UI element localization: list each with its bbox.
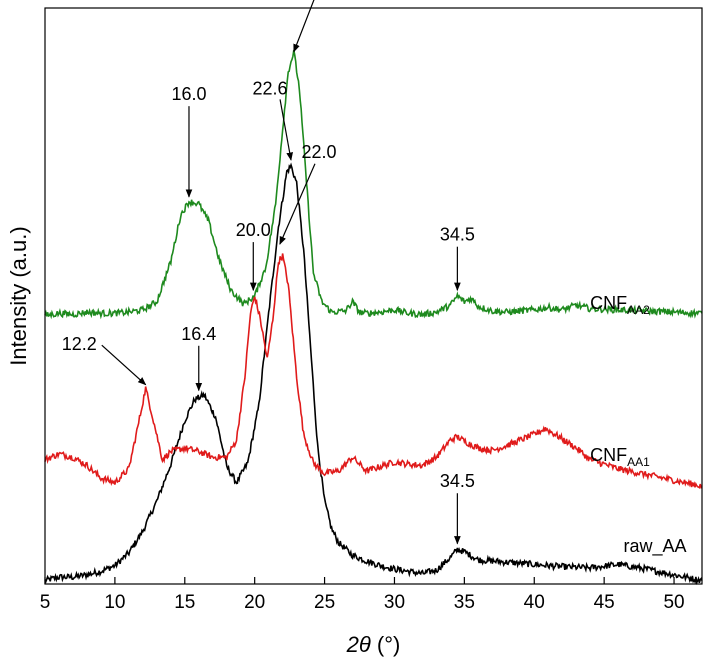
series-label-1: CNFAA1 [590,445,650,469]
x-tick-label-4: 25 [314,592,335,613]
series-line-0 [44,162,703,586]
peak-label-4: 20.0 [236,220,271,240]
peak-label-7: 34.5 [440,225,475,245]
peak-arrow-3 [279,163,316,245]
x-tick-label-2: 15 [174,592,195,613]
series-layer: raw_AA CNFAA1 CNFAA2 [44,49,703,586]
peak-arrow-0 [293,0,315,53]
x-tick-label-8: 45 [594,592,615,613]
x-axis-label: 2θ (°) [346,632,401,657]
x-tick-label-5: 30 [384,592,405,613]
x-tick-label-6: 35 [454,592,475,613]
x-tick-label-1: 10 [104,592,125,613]
x-tick-label-0: 5 [40,592,51,613]
x-tick-label-7: 40 [524,592,545,613]
axis-layer: 5 10 15 20 25 30 35 40 45 50 2θ (°) Intensity (a.u.… [6,7,703,657]
peak-arrow-1 [279,99,293,161]
x-tick-label-9: 50 [663,592,684,613]
annotation-layer: 22.822.616.022.020.016.412.234.534.5 [62,0,475,545]
peak-label-3: 22.0 [301,142,336,162]
series-line-1 [44,253,703,490]
peak-label-5: 16.4 [181,324,216,344]
x-tick-label-3: 20 [244,592,265,613]
peak-label-1: 22.6 [253,78,288,98]
series-label-2: CNFAA2 [590,293,650,317]
series-label-0: raw_AA [623,536,686,557]
peak-label-2: 16.0 [171,84,206,104]
peak-label-6: 12.2 [62,334,97,354]
peak-label-8: 34.5 [440,471,475,491]
peak-arrow-6 [101,344,147,386]
y-axis-label: Intensity (a.u.) [6,226,31,365]
series-line-2 [44,49,703,320]
plot-frame [44,7,703,585]
